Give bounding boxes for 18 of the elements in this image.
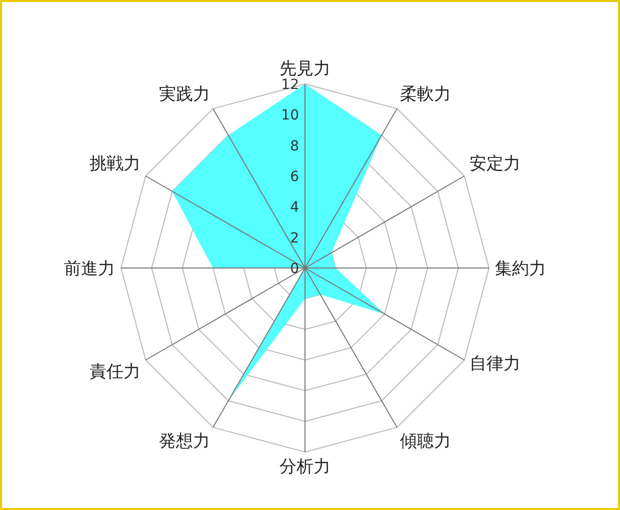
spoke-label: 分析力 (280, 457, 330, 477)
y-tick-label: 8 (290, 138, 299, 154)
y-tick-label: 10 (281, 108, 299, 124)
y-tick-label: 6 (290, 169, 300, 185)
spoke-label: 挑戦力 (89, 154, 140, 174)
y-tick-label: 2 (290, 230, 299, 246)
y-tick-label: 12 (281, 77, 299, 93)
spoke-label: 発想力 (159, 432, 210, 452)
spoke-label: 柔軟力 (400, 84, 451, 104)
spoke-label: 実践力 (159, 84, 210, 104)
spoke-label: 前進力 (64, 259, 115, 279)
spoke-label: 安定力 (470, 154, 521, 174)
spoke-label: 先見力 (280, 59, 330, 79)
spoke-label: 傾聴力 (400, 432, 451, 452)
spoke-label: 集約力 (495, 259, 546, 279)
spoke-label: 責任力 (89, 362, 140, 382)
spoke-label: 自律力 (470, 354, 521, 374)
y-tick-label: 4 (290, 200, 300, 216)
